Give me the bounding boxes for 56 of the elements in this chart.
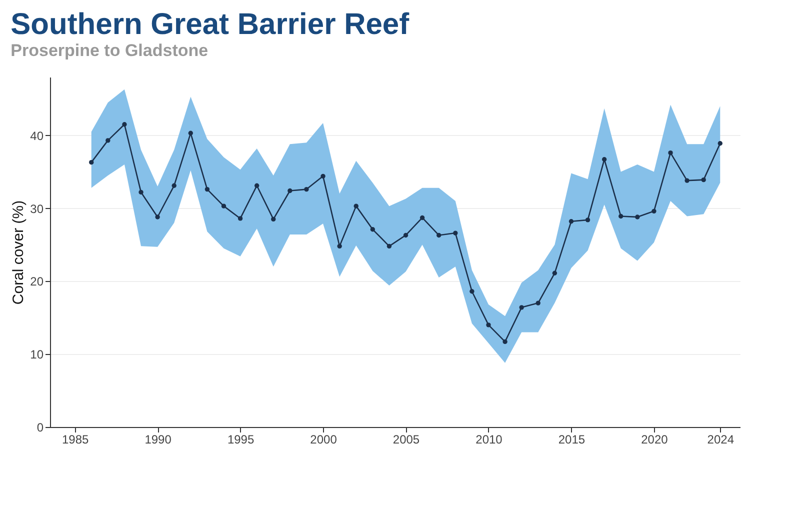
- y-tick-label: 40: [30, 128, 44, 143]
- point: [602, 157, 607, 162]
- point: [370, 227, 376, 232]
- x-tick-label: 2024: [707, 432, 734, 446]
- point: [238, 216, 243, 221]
- y-tick-label: 0: [36, 420, 44, 434]
- point: [271, 216, 276, 222]
- x-tick-label: 2015: [558, 432, 586, 446]
- point: [221, 204, 226, 208]
- point: [254, 183, 260, 188]
- point: [420, 215, 425, 220]
- point: [155, 214, 160, 220]
- point: [138, 190, 144, 195]
- point: [635, 214, 640, 220]
- point: [188, 130, 193, 136]
- point: [486, 322, 491, 328]
- point: [122, 122, 127, 127]
- point: [502, 339, 508, 344]
- point: [288, 188, 292, 194]
- x-tick-label: 2000: [310, 432, 338, 446]
- point: [172, 183, 176, 188]
- point: [204, 186, 210, 192]
- y-tick-label: 30: [30, 202, 44, 216]
- x-tick-label: 2005: [392, 432, 420, 446]
- point: [585, 218, 590, 222]
- point: [403, 232, 408, 238]
- x-tick-label: 1990: [144, 432, 172, 446]
- point: [320, 174, 326, 179]
- point: [386, 244, 392, 249]
- point: [453, 230, 458, 236]
- point: [668, 150, 673, 156]
- point: [684, 178, 690, 183]
- point: [354, 204, 358, 208]
- x-tick-label: 1985: [62, 432, 89, 446]
- x-tick-label: 2010: [476, 432, 503, 446]
- x-tick-label: 1995: [227, 432, 254, 446]
- point: [552, 270, 558, 276]
- point: [618, 214, 624, 219]
- y-tick-label: 10: [30, 348, 44, 362]
- point: [701, 177, 706, 182]
- point: [89, 160, 94, 165]
- chart-subtitle: Proserpine to Gladstone: [10, 41, 208, 60]
- point: [436, 232, 442, 238]
- chart-title: Southern Great Barrier Reef: [10, 8, 410, 41]
- point: [519, 305, 524, 310]
- point: [652, 208, 656, 214]
- x-tick-label: 2020: [641, 432, 668, 446]
- point: [470, 289, 474, 294]
- point: [337, 244, 342, 249]
- point: [304, 186, 309, 192]
- point: [718, 141, 722, 146]
- y-axis-title: Coral cover (%): [10, 200, 28, 305]
- point: [106, 138, 110, 143]
- point: [536, 300, 540, 306]
- point: [568, 219, 574, 224]
- y-tick-label: 20: [30, 274, 44, 289]
